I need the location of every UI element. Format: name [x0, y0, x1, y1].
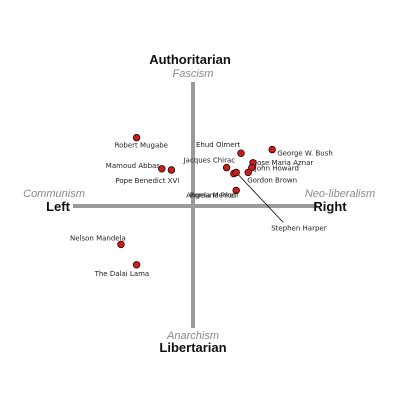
- axis-labels: Authoritarian Fascism Anarchism Libertar…: [23, 52, 375, 355]
- axis-left-main-label: Left: [46, 199, 71, 214]
- label-ehud-olmert: Ehud Olmert: [196, 141, 240, 149]
- label-robert-mugabe: Robert Mugabe: [115, 142, 168, 150]
- label-john-howard: John Howard: [254, 165, 299, 173]
- axes-layer: [73, 82, 317, 328]
- axis-top-sub-label: Fascism: [173, 68, 214, 80]
- label-stephen-harper: Stephen Harper: [271, 224, 327, 232]
- axis-top-main-label: Authoritarian: [149, 52, 231, 67]
- label-jose-maria-aznar: Jose Maria Aznar: [254, 159, 313, 167]
- label-george-w-bush: George W. Bush: [277, 150, 333, 158]
- label-the-dalai-lama: The Dalai Lama: [94, 270, 150, 278]
- marker-george-w-bush: [268, 145, 276, 154]
- person-markers: [117, 133, 276, 269]
- axis-right-sub-label: Neo-liberalism: [305, 188, 375, 200]
- axis-right-main-label: Right: [313, 199, 347, 214]
- marker-john-howard: [248, 163, 256, 172]
- person-labels: Robert Mugabe Mamoud Abbas Pope Benedict X…: [70, 141, 333, 278]
- marker-gordon-brown: [244, 168, 252, 177]
- marker-nelson-mandela: [117, 240, 125, 249]
- label-gordon-brown: Gordon Brown: [247, 176, 297, 184]
- label-romano-prodi: Romano Prodi: [190, 192, 238, 200]
- label-jacques-chirac: Jacques Chirac: [183, 157, 236, 165]
- marker-ehud-olmert: [237, 149, 245, 157]
- axis-bottom-main-label: Libertarian: [159, 340, 226, 355]
- marker-stephen-harper: [232, 168, 240, 177]
- marker-mamoud-abbas: [158, 165, 166, 173]
- marker-angela-merkel: [232, 186, 240, 195]
- connector-stephen-harper: [235, 172, 284, 223]
- marker-pope-benedict-xvi: [167, 166, 176, 174]
- label-pope-benedict-xvi: Pope Benedict XVI: [115, 177, 179, 185]
- marker-the-dalai-lama: [132, 261, 141, 269]
- label-angela-merkel: Angela Merkel: [186, 191, 236, 199]
- marker-robert-mugabe: [132, 133, 141, 142]
- label-mamoud-abbas: Mamoud Abbas: [106, 162, 161, 170]
- axis-bottom-sub-label: Anarchism: [166, 330, 219, 342]
- label-nelson-mandela: Nelson Mandela: [70, 234, 126, 242]
- axis-left-sub-label: Communism: [23, 188, 85, 200]
- connector-lines: [235, 172, 284, 223]
- marker-jacques-chirac: [222, 163, 231, 172]
